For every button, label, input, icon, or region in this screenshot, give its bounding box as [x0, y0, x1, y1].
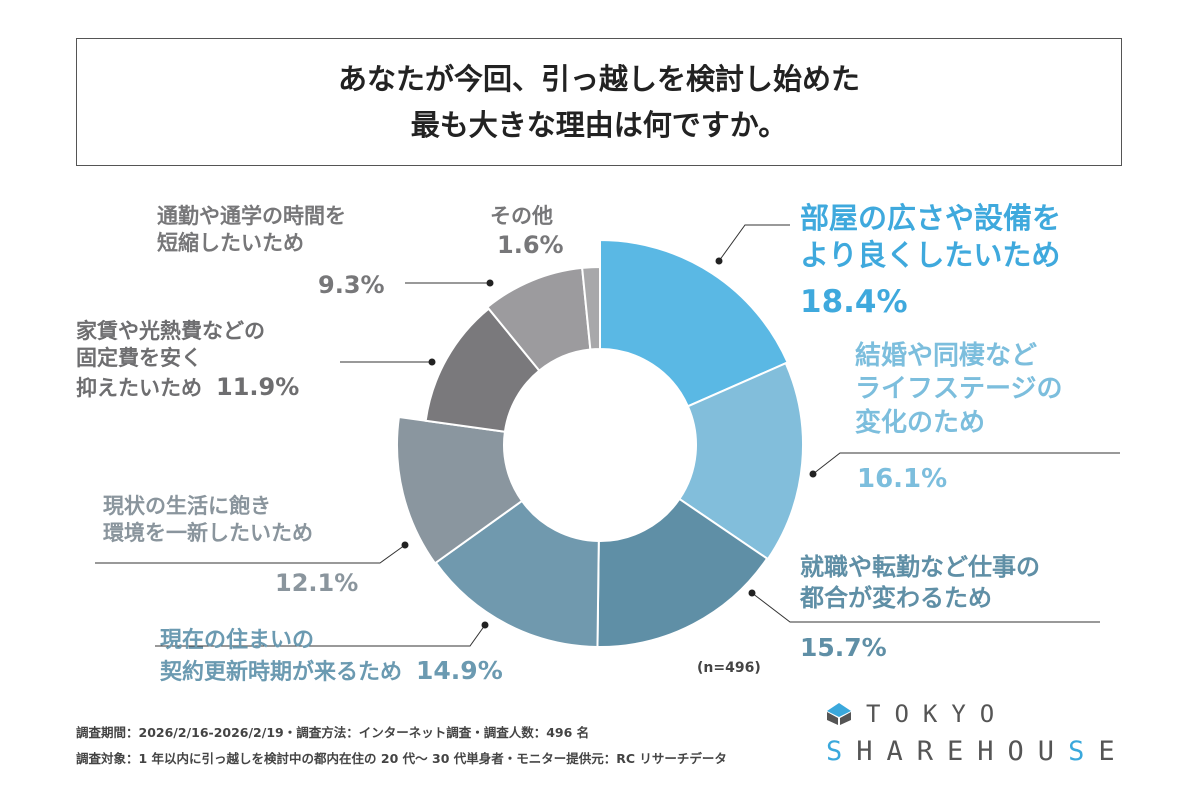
slice-label-line: 固定費を安く [76, 345, 202, 370]
title-line-1: あなたが今回、引っ越しを検討し始めた [337, 62, 860, 96]
slice-percent: 15.7% [800, 633, 887, 662]
slice-label-line: 短縮したいため [157, 230, 304, 255]
leader-line [95, 544, 406, 564]
slice-label-line: 変化のため [855, 407, 986, 438]
sample-size: (n=496) [697, 660, 761, 676]
survey-period-note: 調査期間：2026/2/16-2026/2/19・調査方法：インターネット調査・… [76, 725, 590, 740]
slice-percent: 1.6% [497, 231, 564, 259]
slice-percent: 9.3% [318, 271, 385, 299]
slice-percent: 14.9% [416, 656, 503, 686]
chart-title: あなたが今回、引っ越しを検討し始めた 最も大きな理由は何ですか。 [76, 38, 1122, 166]
slice-percent: 16.1% [857, 464, 948, 494]
leader-dot [401, 541, 409, 549]
leader-dot [481, 621, 489, 629]
donut-slice [581, 265, 601, 351]
leader-line [155, 624, 486, 647]
leader-dot [748, 589, 756, 597]
donut-slice [396, 415, 524, 565]
survey-target-note: 調査対象：1 年以内に引っ越しを検討中の都内在住の 20 代～ 30 代単身者・… [76, 751, 727, 766]
slice-label: 通勤や通学の時間を 短縮したいため [157, 203, 346, 257]
title-line-2: 最も大きな理由は何ですか。 [410, 108, 788, 142]
slice-label-line: ライフステージの [855, 374, 1063, 405]
slice-label-line: より良くしたいため [800, 238, 1061, 273]
logo-tokyo: TOKYO [866, 700, 1009, 728]
slice-label: 結婚や同棲など ライフステージの 変化のため [855, 340, 1062, 440]
slice-percent: 18.4% [800, 284, 908, 320]
slice-percent: 11.9% [216, 372, 300, 401]
slice-label-line: 家賃や光熱費などの [76, 319, 265, 343]
slice-label: 現在の住まいの契約更新時期が来るため 14.9% [160, 627, 503, 687]
slice-label-line: その他 [490, 204, 553, 228]
leader-dot [486, 279, 494, 287]
leader-dot [428, 358, 436, 366]
donut-slice [599, 238, 789, 408]
slice-label: 就職や転勤など仕事の 都合が変わるため [800, 552, 1040, 613]
leader-line [812, 452, 1120, 475]
slice-label-line: 就職や転勤など仕事の [800, 553, 1040, 581]
slice-label-line: 結婚や同棲など [855, 341, 1038, 371]
slice-label-line: 環境を一新したいため [103, 520, 313, 545]
house-cube-icon [827, 703, 851, 725]
slice-label: 部屋の広さや設備を より良くしたいため [800, 200, 1061, 274]
slice-label-line: 抑えたいため 11.9% [76, 372, 300, 401]
slice-label-line: 契約更新時期が来るため 14.9% [160, 656, 503, 686]
slice-label: 現状の生活に飽き 環境を一新したいため [103, 493, 313, 547]
tokyo-sharehouse-logo: TOKYO SHAREHOUSE [826, 700, 1129, 767]
slice-label: 家賃や光熱費などの 固定費を安く 抑えたいため 11.9% [76, 318, 299, 402]
leader-line [751, 592, 1100, 623]
slice-label-line: 現在の住まいの [160, 628, 315, 653]
logo-sharehouse: SHAREHOUSE [826, 736, 1129, 767]
leader-line [718, 224, 790, 262]
slice-label-line: 現状の生活に飽き [103, 494, 271, 518]
leader-dot [809, 470, 817, 478]
slice-label: その他 [490, 203, 553, 230]
slice-label-line: 都合が変わるため [800, 583, 992, 612]
donut-slice [678, 361, 804, 561]
slice-label-line: 部屋の広さや設備を [800, 201, 1062, 235]
donut-slice [596, 497, 769, 648]
slice-label-line: 通勤や通学の時間を [157, 204, 346, 228]
slice-percent: 12.1% [275, 569, 359, 597]
leader-dot [715, 257, 723, 265]
